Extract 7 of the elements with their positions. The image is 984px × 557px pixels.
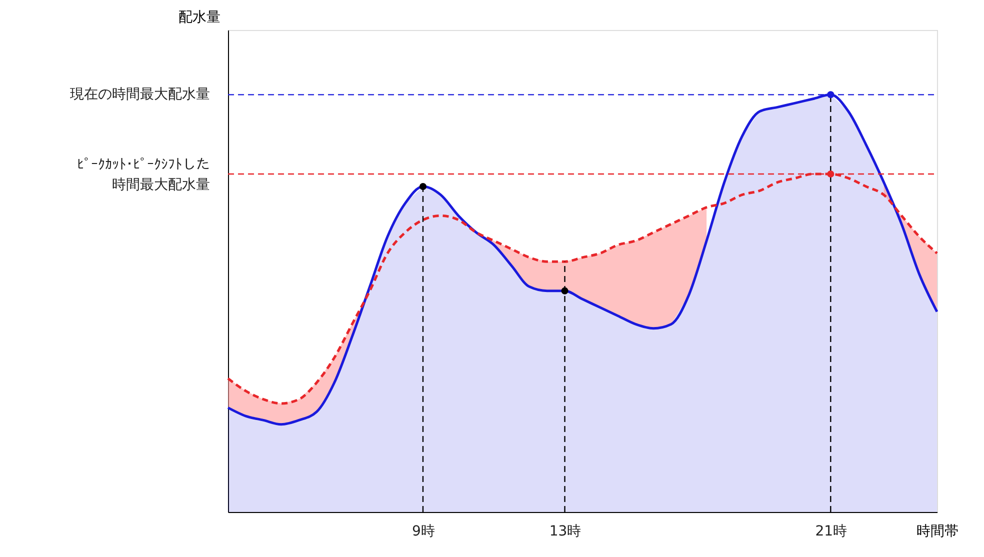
ref-line-label: ﾋﾟｰｸｶｯﾄ･ﾋﾟｰｸｼﾌﾄした時間最大配水量: [77, 156, 210, 193]
ref-line-label: 現在の時間最大配水量: [70, 86, 210, 103]
x-axis-title: 時間帯: [916, 524, 958, 540]
x-tick-label: 9時: [412, 524, 435, 540]
x-tick-label: 13時: [549, 524, 582, 540]
y-axis-title: 配水量: [178, 10, 220, 26]
x-tick-label: 21時: [815, 524, 848, 540]
